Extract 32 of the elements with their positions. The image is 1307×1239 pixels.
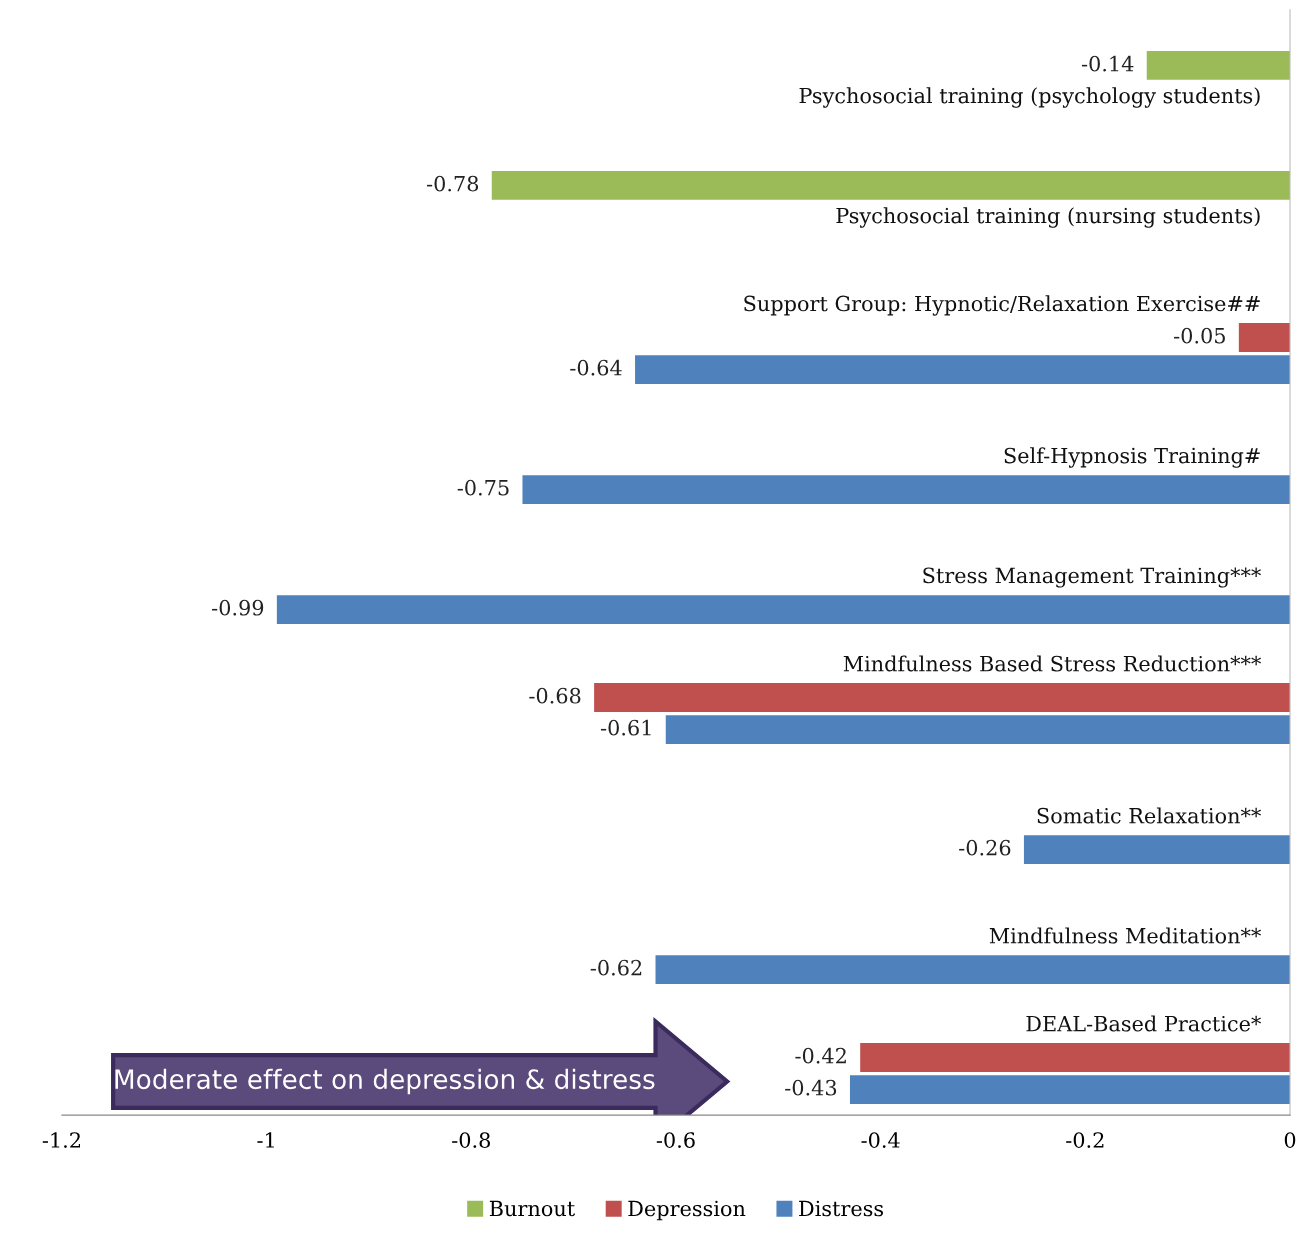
x-tick-label: -0.8 bbox=[452, 1132, 490, 1148]
x-tick-label: -0.2 bbox=[1066, 1132, 1104, 1148]
data-label: -0.26 bbox=[959, 839, 1011, 856]
y-tick-label: Self-Hypnosis Training# bbox=[1004, 447, 1260, 468]
data-label: -0.99 bbox=[212, 599, 264, 616]
x-tick-label: 0 bbox=[1284, 1132, 1296, 1148]
y-tick-label: Psychosocial training (nursing students) bbox=[836, 207, 1260, 228]
data-label: -0.14 bbox=[1081, 55, 1134, 72]
legend-label: Burnout bbox=[489, 1200, 575, 1217]
x-tick-label: -1.2 bbox=[42, 1132, 80, 1148]
y-tick-label: Support Group: Hypnotic/Relaxation Exercise## bbox=[744, 295, 1260, 316]
data-label: -0.42 bbox=[795, 1047, 846, 1064]
x-tick-label: -0.6 bbox=[656, 1132, 695, 1148]
data-label: -0.78 bbox=[426, 175, 479, 192]
legend-label: Depression bbox=[628, 1200, 746, 1221]
annotation: Moderate effect on depression & distress bbox=[115, 1068, 655, 1095]
data-label: -0.68 bbox=[529, 687, 581, 704]
y-tick-label: Mindfulness Meditation** bbox=[989, 927, 1262, 944]
y-tick-label: DEAL-Based Practice* bbox=[1026, 1015, 1262, 1032]
data-label: -0.75 bbox=[457, 479, 509, 496]
data-label: -0.64 bbox=[570, 359, 622, 376]
data-label: -0.61 bbox=[600, 719, 651, 736]
x-tick-label: -1 bbox=[257, 1132, 274, 1148]
y-tick-label: Psychosocial training (psychology students) bbox=[799, 87, 1260, 108]
y-tick-label: Somatic Relaxation** bbox=[1037, 807, 1262, 824]
data-label: -0.62 bbox=[590, 959, 642, 976]
legend-label: Distress bbox=[799, 1200, 884, 1217]
x-tick-label: -0.4 bbox=[861, 1132, 900, 1148]
y-tick-label: Mindfulness Based Stress Reduction*** bbox=[843, 655, 1262, 672]
y-tick-label: Stress Management Training*** bbox=[923, 567, 1262, 588]
data-label: -0.43 bbox=[785, 1079, 837, 1096]
data-label: -0.05 bbox=[1174, 327, 1225, 344]
